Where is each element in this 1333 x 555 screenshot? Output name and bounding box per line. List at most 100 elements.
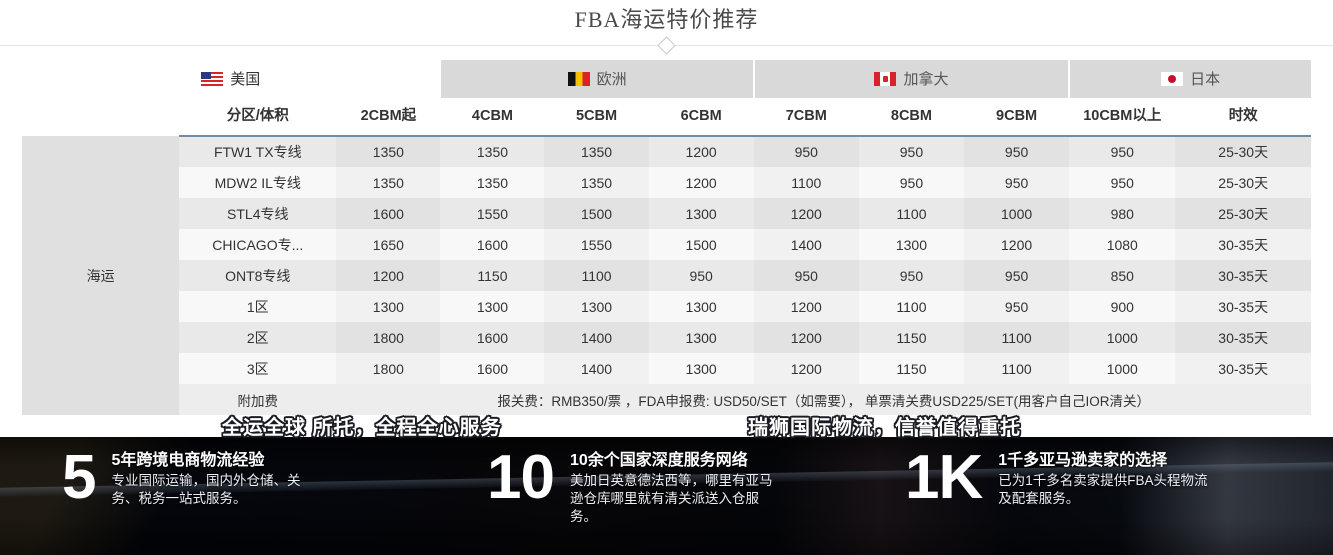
flag-eu-icon [567, 71, 590, 86]
price-cell: 1600 [440, 322, 545, 353]
price-cell: 1200 [648, 167, 754, 198]
transit-cell: 30-35天 [1175, 353, 1311, 384]
price-cell: 1650 [336, 229, 441, 260]
price-cell: 1550 [440, 198, 545, 229]
col-header-9cbm: 9CBM [964, 98, 1070, 137]
table-row: 2区 1800 1600 1400 1300 1200 1150 1100 10… [22, 322, 1311, 353]
transit-cell: 25-30天 [1175, 167, 1311, 198]
price-cell: 1200 [964, 229, 1070, 260]
price-cell: 1150 [440, 260, 545, 291]
feature-title: 1千多亚马逊卖家的选择 [998, 452, 1168, 469]
feature-desc: 美加日英意德法西等，哪里有亚马逊仓库哪里就有清关派送入仓服务。 [569, 473, 773, 525]
price-cell: 1080 [1069, 229, 1176, 260]
price-cell: 1150 [858, 353, 964, 384]
price-cell: 1100 [858, 198, 964, 229]
price-cell: 950 [1069, 167, 1176, 198]
row-label: 1区 [179, 291, 337, 322]
price-cell: 1300 [440, 291, 545, 322]
flag-jp-icon [1161, 71, 1184, 86]
col-header-4cbm: 4CBM [440, 98, 545, 137]
price-cell: 1100 [858, 291, 964, 322]
col-header-6cbm: 6CBM [648, 98, 754, 137]
transit-cell: 30-35天 [1175, 260, 1311, 291]
col-header-transit: 时效 [1175, 98, 1311, 137]
feature-number: 1K [905, 443, 983, 512]
page-title: FBA海运特价推荐 [574, 7, 759, 32]
tab-us-label: 美国 [230, 71, 261, 89]
tab-europe[interactable]: 欧洲 [440, 60, 755, 98]
table-row: 海运 FTW1 TX专线 1350 1350 1350 1200 950 950… [22, 136, 1311, 415]
price-cell: 1100 [964, 353, 1070, 384]
row-label: 3区 [179, 353, 337, 384]
price-cell: 1200 [648, 136, 754, 167]
price-cell: 1350 [440, 136, 545, 167]
tab-us[interactable]: 美国 [22, 60, 442, 98]
price-cell: 1200 [753, 322, 859, 353]
feature-item: 10 10余个国家深度服务网络 美加日英意德法西等，哪里有亚马逊仓库哪里就有清关… [487, 447, 785, 527]
price-cell: 1000 [964, 198, 1070, 229]
price-cell: 1100 [964, 322, 1070, 353]
group-label-ocean: 海运 [22, 136, 180, 415]
table-row: CHICAGO专... 1650 1600 1550 1500 1400 130… [22, 229, 1311, 260]
price-cell: 1300 [544, 291, 649, 322]
page-title-area: FBA海运特价推荐 [0, 0, 1333, 36]
price-cell: 1150 [858, 322, 964, 353]
flag-ca-icon [874, 71, 897, 86]
transit-cell: 30-35天 [1175, 229, 1311, 260]
table-row: ONT8专线 1200 1150 1100 950 950 950 950 85… [22, 260, 1311, 291]
tab-japan-label: 日本 [1190, 71, 1221, 89]
table-row: STL4专线 1600 1550 1500 1300 1200 1100 100… [22, 198, 1311, 229]
row-label: 2区 [179, 322, 337, 353]
price-cell: 1350 [336, 136, 441, 167]
feature-item: 5 5年跨境电商物流经验 专业国际运输，国内外仓储、关务、税务一站式服务。 [62, 447, 326, 509]
feature-number: 5 [62, 443, 96, 512]
price-cell: 950 [858, 167, 964, 198]
price-cell: 980 [1069, 198, 1176, 229]
price-cell: 950 [753, 260, 859, 291]
row-label: CHICAGO专... [179, 229, 337, 260]
feature-desc: 专业国际运输，国内外仓储、关务、税务一站式服务。 [111, 473, 301, 507]
surcharge-row: 附加费 报关费：RMB350/票 ，FDA申报费: USD50/SET（如需要）… [22, 384, 1311, 415]
price-cell: 1400 [544, 322, 649, 353]
table-row: MDW2 IL专线 1350 1350 1350 1200 1100 950 9… [22, 167, 1311, 198]
price-cell: 1300 [336, 291, 441, 322]
price-cell: 1400 [544, 353, 649, 384]
transit-cell: 30-35天 [1175, 322, 1311, 353]
price-cell: 950 [648, 260, 754, 291]
price-cell: 1600 [440, 229, 545, 260]
price-cell: 950 [964, 260, 1070, 291]
price-cell: 950 [753, 136, 859, 167]
col-header-zone: 分区/体积 [179, 98, 337, 137]
col-header-7cbm: 7CBM [753, 98, 859, 137]
tab-canada[interactable]: 加拿大 [753, 60, 1071, 98]
footer-banner: 5 5年跨境电商物流经验 专业国际运输，国内外仓储、关务、税务一站式服务。 10… [0, 437, 1333, 555]
price-cell: 850 [1069, 260, 1176, 291]
price-cell: 1500 [648, 229, 754, 260]
price-cell: 1200 [753, 291, 859, 322]
price-cell: 1000 [1069, 322, 1176, 353]
col-header-10cbm: 10CBM以上 [1069, 98, 1176, 137]
tab-japan[interactable]: 日本 [1069, 60, 1311, 98]
price-cell: 950 [858, 260, 964, 291]
tab-europe-label: 欧洲 [596, 71, 627, 89]
price-cell: 1300 [648, 198, 754, 229]
tab-canada-label: 加拿大 [903, 71, 949, 89]
col-header-2cbm: 2CBM起 [336, 98, 441, 137]
feature-desc: 已为1千多名卖家提供FBA头程物流及配套服务。 [998, 473, 1208, 507]
row-label: MDW2 IL专线 [179, 167, 337, 198]
price-cell: 950 [964, 291, 1070, 322]
price-cell: 950 [964, 136, 1070, 167]
feature-title: 5年跨境电商物流经验 [111, 452, 265, 469]
price-cell: 1200 [753, 198, 859, 229]
price-cell: 1350 [544, 136, 649, 167]
price-cell: 1400 [753, 229, 859, 260]
price-cell: 1200 [336, 260, 441, 291]
table-row: 1区 1300 1300 1300 1300 1200 1100 950 900… [22, 291, 1311, 322]
transit-cell: 25-30天 [1175, 136, 1311, 167]
price-cell: 1350 [440, 167, 545, 198]
surcharge-label: 附加费 [179, 384, 337, 415]
row-label: ONT8专线 [179, 260, 337, 291]
price-cell: 1600 [336, 198, 441, 229]
price-cell: 1350 [336, 167, 441, 198]
